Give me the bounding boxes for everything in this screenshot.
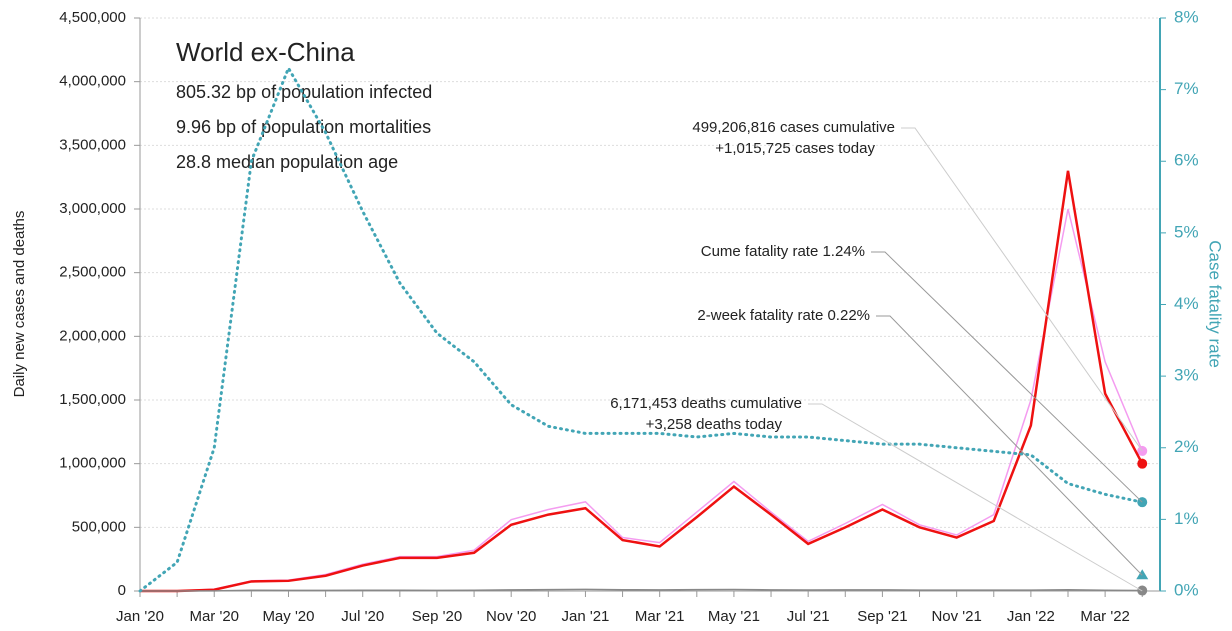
- x-tick-label: Jan '21: [561, 608, 609, 625]
- y2-tick-label: 8%: [1174, 7, 1199, 26]
- info-title: World ex-China: [176, 37, 355, 67]
- y-tick-label: 0: [118, 582, 126, 599]
- x-tick-label: Jan '20: [116, 608, 164, 625]
- x-tick-label: Sep '20: [412, 608, 462, 625]
- y-tick-label: 2,000,000: [59, 327, 126, 344]
- annotation: 499,206,816 cases cumulative: [692, 119, 895, 136]
- y2-axis-label: Case fatality rate: [1206, 240, 1225, 368]
- y-tick-label: 4,500,000: [59, 9, 126, 26]
- x-tick-label: Mar '22: [1080, 608, 1130, 625]
- leader-line: [901, 127, 1143, 452]
- y-tick-label: 2,500,000: [59, 264, 126, 281]
- annotation: 2-week fatality rate 0.22%: [697, 307, 870, 324]
- y2-tick-label: 4%: [1174, 294, 1199, 313]
- annotation: +3,258 deaths today: [646, 416, 783, 433]
- series-line: [140, 170, 1144, 593]
- y2-tick-label: 5%: [1174, 222, 1199, 241]
- y-tick-label: 4,000,000: [59, 73, 126, 90]
- y2-tick-label: 0%: [1174, 580, 1199, 599]
- y2-tick-label: 2%: [1174, 437, 1199, 456]
- end-marker: [1136, 569, 1149, 580]
- y2-tick-label: 7%: [1174, 79, 1199, 98]
- x-tick-label: Jul '20: [341, 608, 384, 625]
- y-axis-label: Daily new cases and deaths: [11, 211, 28, 398]
- x-tick-label: Mar '21: [635, 608, 685, 625]
- annotation: Cume fatality rate 1.24%: [701, 243, 865, 260]
- y2-tick-label: 6%: [1174, 151, 1199, 170]
- annotation: 6,171,453 deaths cumulative: [610, 395, 802, 412]
- leader-line: [871, 251, 1143, 503]
- x-tick-label: Sep '21: [857, 608, 907, 625]
- info-line: 28.8 median population age: [176, 152, 398, 172]
- info-line: 9.96 bp of population mortalities: [176, 117, 431, 137]
- y-tick-label: 3,500,000: [59, 136, 126, 153]
- leader-line: [876, 315, 1143, 576]
- y2-tick-label: 1%: [1174, 509, 1199, 528]
- series-line: [138, 64, 1144, 593]
- x-tick-label: May '21: [708, 608, 760, 625]
- x-tick-label: May '20: [262, 608, 314, 625]
- x-tick-label: Nov '20: [486, 608, 536, 625]
- y-tick-label: 3,000,000: [59, 200, 126, 217]
- y-tick-label: 1,000,000: [59, 455, 126, 472]
- y-tick-label: 500,000: [72, 518, 126, 535]
- annotation: +1,015,725 cases today: [715, 140, 875, 157]
- leader-line: [808, 403, 1143, 592]
- y-tick-label: 1,500,000: [59, 391, 126, 408]
- end-marker: [1137, 458, 1148, 469]
- x-tick-label: Mar '20: [189, 608, 239, 625]
- y2-tick-label: 3%: [1174, 366, 1199, 385]
- info-line: 805.32 bp of population infected: [176, 82, 432, 102]
- series-line: [140, 588, 1143, 592]
- x-tick-label: Jul '21: [787, 608, 830, 625]
- x-tick-label: Nov '21: [931, 608, 981, 625]
- x-tick-label: Jan '22: [1007, 608, 1055, 625]
